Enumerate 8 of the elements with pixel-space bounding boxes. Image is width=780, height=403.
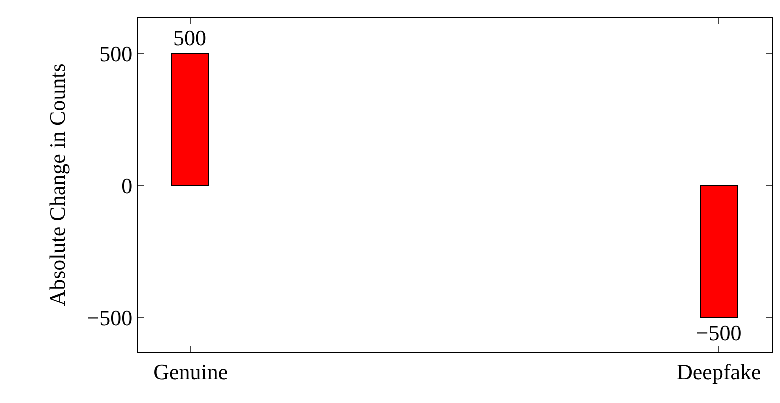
x-tick-label: Deepfake xyxy=(677,359,762,384)
y-tick-label: 500 xyxy=(100,41,133,66)
y-tick-label: −500 xyxy=(87,305,133,330)
y-axis-title: Absolute Change in Counts xyxy=(44,64,70,306)
data-label: 500 xyxy=(174,26,206,50)
x-tick-label: Genuine xyxy=(154,359,228,384)
y-tick-label: 0 xyxy=(122,173,133,198)
data-label: −500 xyxy=(696,320,742,346)
